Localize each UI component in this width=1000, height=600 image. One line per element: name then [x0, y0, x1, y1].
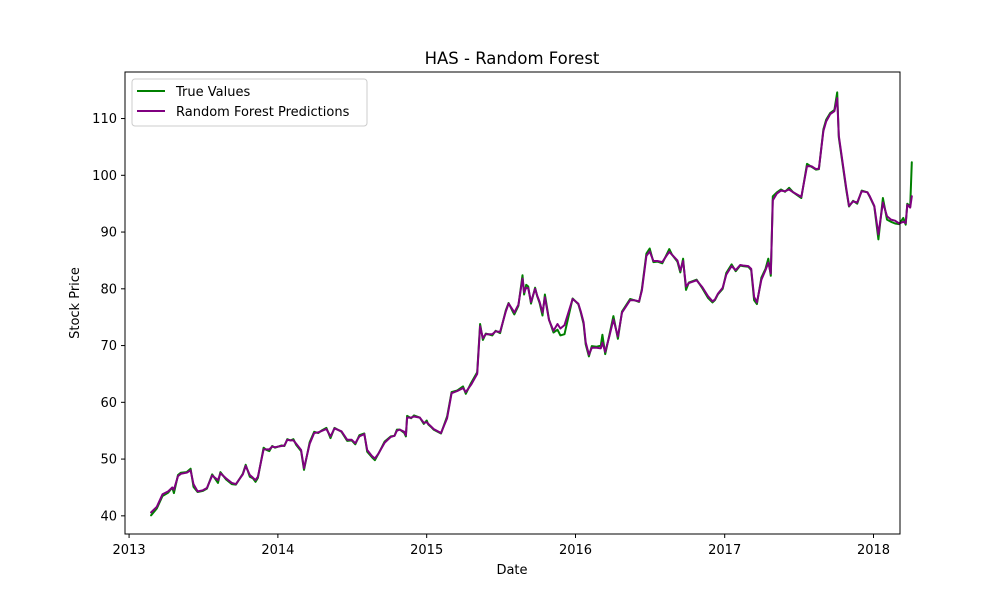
y-tick-label: 80 [100, 282, 117, 297]
y-tick-label: 70 [100, 339, 117, 354]
series-layer [150, 91, 913, 517]
x-axis-title: Date [496, 563, 527, 578]
x-axis: 2013 2014 2015 2016 2017 2018 [113, 534, 890, 558]
y-axis-title: Stock Price [68, 267, 83, 339]
x-tick-label: 2013 [113, 543, 146, 558]
y-tick-label: 50 [100, 453, 117, 468]
series-line-random-forest-predictions [150, 97, 913, 514]
x-tick-label: 2017 [708, 543, 741, 558]
legend-label-random-forest-predictions: Random Forest Predictions [176, 105, 350, 120]
y-tick-label: 100 [92, 169, 117, 184]
x-tick-label: 2015 [410, 543, 443, 558]
x-tick-label: 2014 [261, 543, 294, 558]
plot-area-frame [124, 71, 901, 535]
y-axis: 40 50 60 70 80 90 100 110 [92, 112, 125, 524]
legend-box [131, 78, 368, 127]
chart-title: HAS - Random Forest [425, 49, 600, 68]
y-tick-label: 60 [100, 396, 117, 411]
y-tick-label: 90 [100, 226, 117, 241]
y-tick-label: 110 [92, 112, 117, 127]
x-tick-label: 2016 [559, 543, 592, 558]
legend-label-true-values: True Values [175, 85, 250, 100]
y-tick-label: 40 [100, 509, 117, 524]
legend: True Values Random Forest Predictions [131, 78, 368, 127]
x-tick-label: 2018 [857, 543, 890, 558]
